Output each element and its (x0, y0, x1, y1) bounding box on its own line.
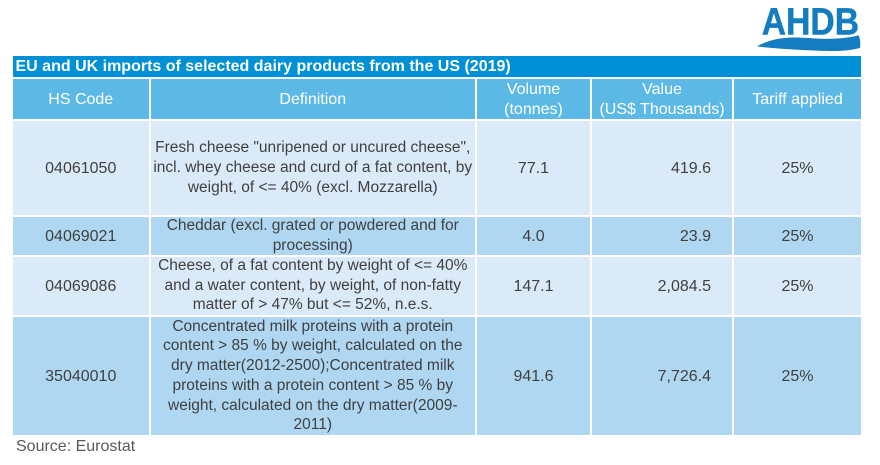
svg-text:AHDB: AHDB (762, 5, 859, 44)
